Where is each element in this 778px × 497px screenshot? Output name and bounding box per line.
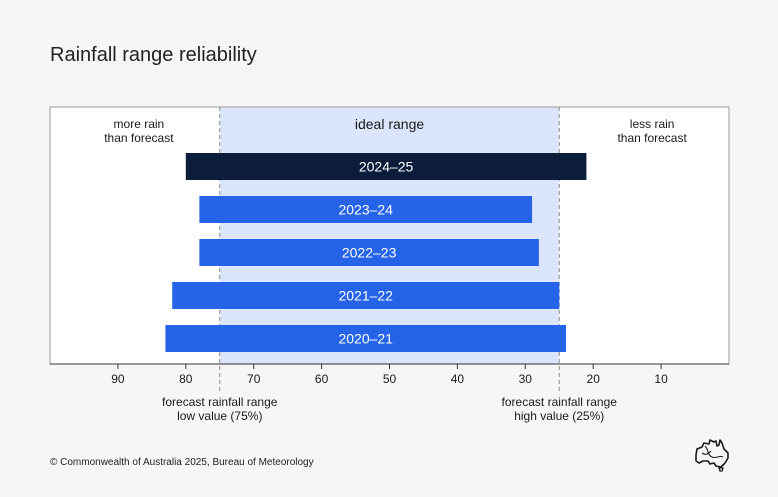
- chart-title: Rainfall range reliability: [50, 44, 257, 66]
- bar-label: 2020–21: [338, 331, 393, 347]
- x-tick-label: 70: [247, 372, 261, 386]
- reference-line-label: forecast rainfall range: [502, 395, 618, 409]
- x-tick-label: 60: [315, 372, 329, 386]
- reference-line-label: forecast rainfall range: [162, 395, 278, 409]
- australia-map-icon: [695, 439, 729, 472]
- reference-line-label: high value (25%): [514, 409, 604, 423]
- x-tick-label: 50: [383, 372, 397, 386]
- x-tick-label: 30: [519, 372, 533, 386]
- bar-label: 2021–22: [338, 288, 393, 304]
- copyright-footer: © Commonwealth of Australia 2025, Bureau…: [50, 457, 314, 468]
- bar: [199, 239, 539, 266]
- ideal-range-band: [219, 107, 560, 364]
- bar-label: 2024–25: [359, 159, 414, 175]
- bar: [199, 196, 533, 223]
- zone-label-left: than forecast: [104, 131, 174, 145]
- ideal-range-label: ideal range: [355, 116, 424, 132]
- x-tick-label: 40: [451, 372, 465, 386]
- zone-label-right: less rain: [630, 117, 675, 131]
- x-tick-label: 10: [654, 372, 668, 386]
- bar: [185, 153, 587, 180]
- zone-label-left: more rain: [114, 117, 165, 131]
- bar-label: 2022–23: [342, 245, 397, 261]
- reference-line-label: low value (75%): [177, 409, 262, 423]
- bar: [172, 282, 560, 309]
- bar: [165, 325, 567, 352]
- x-tick-label: 90: [111, 372, 125, 386]
- x-tick-label: 80: [179, 372, 193, 386]
- x-tick-label: 20: [587, 372, 601, 386]
- bar-label: 2023–24: [338, 202, 393, 218]
- zone-label-right: than forecast: [617, 131, 687, 145]
